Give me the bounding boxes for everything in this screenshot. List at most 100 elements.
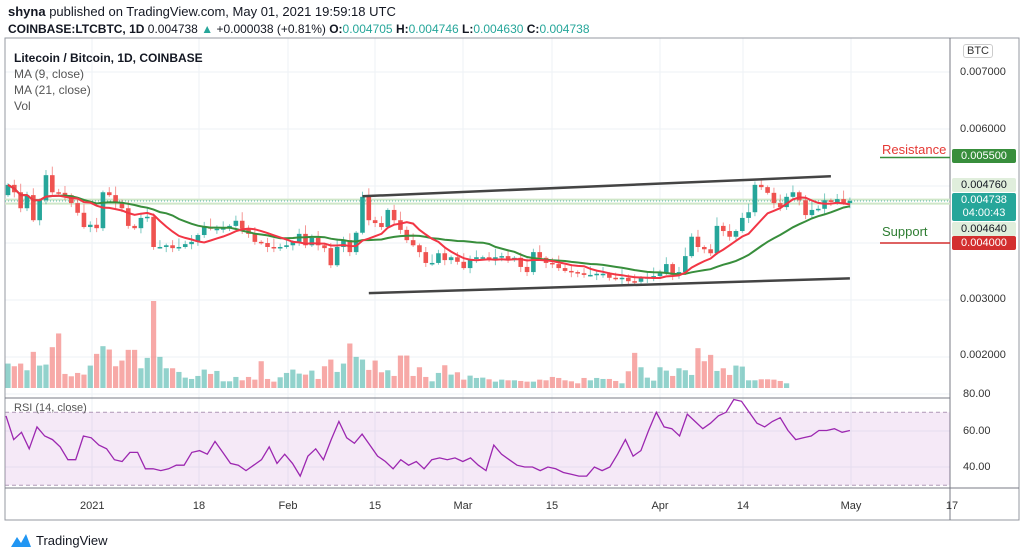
volume-bar bbox=[169, 368, 176, 388]
candle-body bbox=[683, 256, 688, 273]
candles bbox=[5, 166, 853, 286]
legend-ma9[interactable]: MA (9, close) bbox=[14, 67, 85, 81]
ma-price-tag: 0.004640 bbox=[952, 222, 1016, 236]
bar-countdown: 04:00:43 bbox=[962, 207, 1006, 219]
candle-body bbox=[56, 192, 61, 194]
candle-body bbox=[790, 192, 796, 197]
volume-bar bbox=[746, 380, 752, 388]
resistance-label: Resistance bbox=[882, 142, 947, 157]
symbol-quote: COINBASE:LTCBTC, 1D 0.004738 ▲ +0.000038… bbox=[8, 22, 590, 36]
volume-bar bbox=[663, 370, 669, 388]
candle-body bbox=[50, 175, 55, 193]
volume-bar bbox=[220, 381, 226, 388]
volume-bar bbox=[556, 377, 562, 388]
publish-date: published on TradingView.com, May 01, 20… bbox=[49, 4, 396, 19]
volume-bar bbox=[106, 349, 112, 388]
candle-body bbox=[847, 200, 853, 204]
volume-bar bbox=[644, 377, 650, 388]
volume-bar bbox=[239, 380, 245, 388]
legend-vol[interactable]: Vol bbox=[14, 99, 31, 113]
candle-body bbox=[410, 240, 416, 246]
volume-bar bbox=[575, 383, 581, 388]
rsi-legend[interactable]: RSI (14, close) bbox=[14, 402, 87, 414]
volume-bar bbox=[214, 370, 220, 388]
candle-body bbox=[24, 195, 30, 209]
volume-bar bbox=[37, 365, 43, 388]
candle-body bbox=[499, 256, 505, 258]
volume-bar bbox=[56, 333, 62, 388]
volume-bar bbox=[176, 371, 182, 388]
horizontal-lines bbox=[5, 156, 950, 244]
price-change: +0.000038 (+0.81%) bbox=[216, 22, 326, 36]
candle-body bbox=[638, 277, 644, 282]
volume-bar bbox=[758, 379, 764, 388]
candle-body bbox=[626, 277, 631, 282]
time-tick: 17 bbox=[945, 500, 959, 512]
candle-body bbox=[119, 203, 125, 209]
rsi-band bbox=[5, 412, 950, 486]
volume-bar bbox=[720, 368, 726, 388]
volume-bar bbox=[30, 351, 36, 388]
candle-body bbox=[720, 225, 726, 232]
time-tick: 14 bbox=[736, 500, 750, 512]
volume-bar bbox=[429, 381, 435, 388]
candle-body bbox=[113, 195, 118, 204]
volume-bar bbox=[505, 380, 511, 388]
time-tick: 2021 bbox=[80, 500, 105, 512]
volume-bar bbox=[689, 374, 695, 388]
volume-bar bbox=[695, 348, 701, 388]
candle-body bbox=[315, 237, 321, 246]
volume-bar bbox=[613, 380, 619, 388]
candle-body bbox=[252, 233, 258, 242]
volume-bar bbox=[252, 379, 258, 388]
volume-bar bbox=[511, 380, 517, 388]
tradingview-logo: TradingView bbox=[10, 532, 108, 548]
candle-body bbox=[480, 257, 486, 259]
candle-body bbox=[518, 257, 524, 267]
legend-title: Litecoin / Bitcoin, 1D, COINBASE bbox=[14, 51, 203, 65]
candle-body bbox=[423, 252, 429, 263]
candle-body bbox=[417, 245, 422, 253]
currency-badge[interactable]: BTC bbox=[963, 44, 993, 58]
candle-body bbox=[600, 273, 606, 276]
legend-ma21[interactable]: MA (21, close) bbox=[14, 83, 91, 97]
volume-bar bbox=[518, 380, 524, 388]
close-value: 0.004738 bbox=[539, 22, 590, 36]
volume-bar bbox=[334, 371, 340, 388]
volume-bars bbox=[5, 301, 790, 388]
volume-bar bbox=[207, 373, 214, 388]
candle-body bbox=[550, 262, 555, 265]
volume-bar bbox=[94, 353, 100, 388]
volume-bar bbox=[277, 377, 283, 388]
volume-bar bbox=[302, 374, 309, 388]
volume-bar bbox=[182, 377, 188, 388]
candle-body bbox=[43, 175, 49, 201]
candle-body bbox=[746, 212, 751, 218]
candle-body bbox=[37, 200, 42, 221]
volume-bar bbox=[771, 379, 777, 388]
candle-body bbox=[809, 209, 815, 216]
volume-bar bbox=[410, 375, 416, 388]
volume-bar bbox=[562, 380, 568, 388]
volume-bar bbox=[391, 375, 397, 388]
candle-body bbox=[157, 246, 163, 249]
candle-body bbox=[379, 223, 384, 228]
volume-bar bbox=[296, 373, 302, 388]
volume-bar bbox=[353, 356, 359, 388]
candle-body bbox=[727, 231, 732, 237]
candle-body bbox=[575, 272, 580, 274]
candle-body bbox=[607, 273, 612, 278]
candle-body bbox=[220, 228, 226, 230]
volume-bar bbox=[714, 370, 720, 388]
candle-body bbox=[594, 273, 599, 276]
volume-bar bbox=[132, 349, 138, 388]
volume-bar bbox=[144, 357, 150, 388]
candle-body bbox=[106, 192, 112, 196]
volume-bar bbox=[701, 361, 707, 388]
candle-body bbox=[398, 220, 403, 230]
volume-bar bbox=[321, 366, 328, 388]
volume-bar bbox=[454, 372, 461, 388]
rsi-tick: 40.00 bbox=[963, 461, 991, 473]
candle-body bbox=[803, 200, 808, 216]
